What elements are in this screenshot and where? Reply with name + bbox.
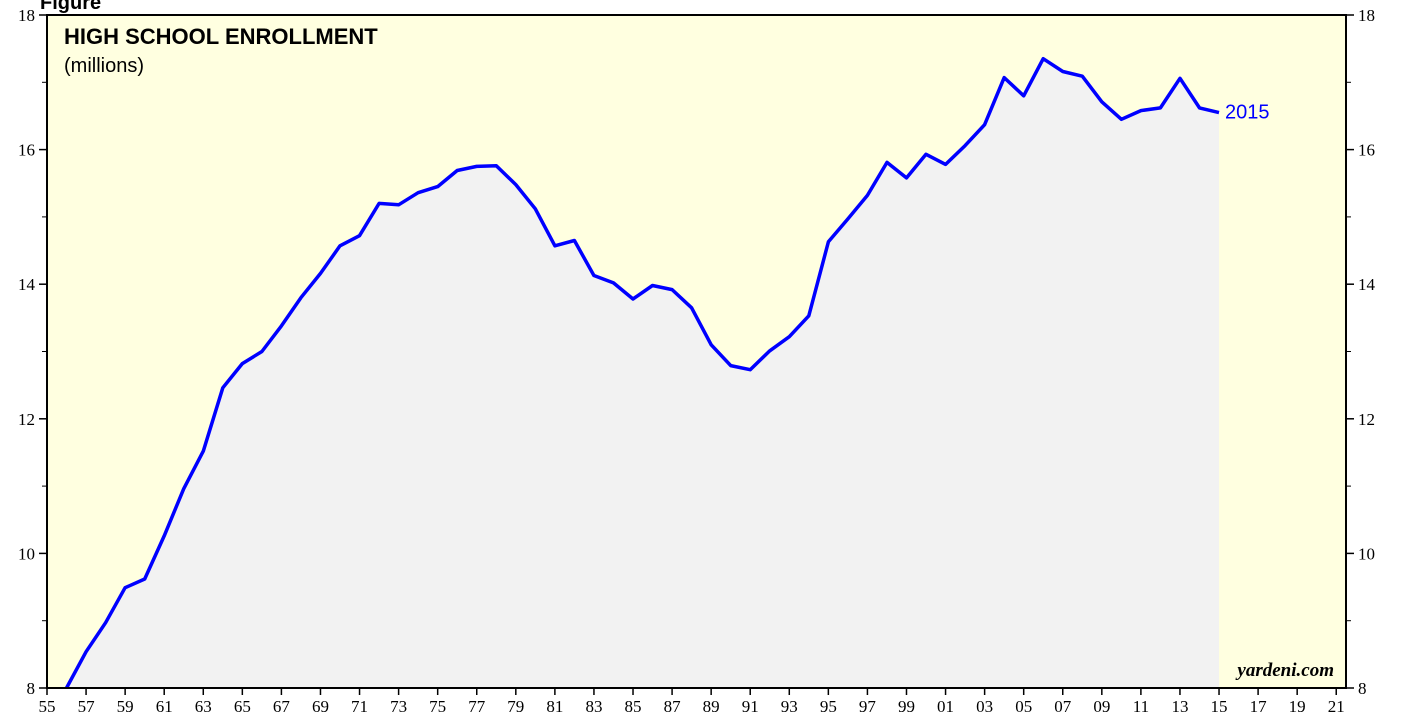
end-annotation: 2015 <box>1225 102 1270 124</box>
x-tick-label: 69 <box>312 697 329 716</box>
y2-tick-label: 10 <box>1358 544 1375 563</box>
x-tick-label: 09 <box>1093 697 1110 716</box>
x-tick-label: 67 <box>273 697 291 716</box>
x-tick-label: 89 <box>703 697 720 716</box>
x-tick-label: 01 <box>937 697 954 716</box>
x-tick-label: 57 <box>78 697 96 716</box>
y2-tick-label: 8 <box>1358 679 1367 698</box>
x-tick-label: 73 <box>390 697 407 716</box>
figure-label: Figure <box>40 0 101 14</box>
x-tick-label: 87 <box>664 697 682 716</box>
x-tick-label: 91 <box>742 697 759 716</box>
y2-tick-label: 12 <box>1358 410 1375 429</box>
x-tick-label: 11 <box>1133 697 1149 716</box>
y-tick-label: 14 <box>18 275 36 294</box>
x-tick-label: 55 <box>39 697 56 716</box>
x-tick-label: 19 <box>1289 697 1306 716</box>
x-tick-label: 83 <box>585 697 602 716</box>
area <box>66 58 1219 688</box>
x-tick-label: 71 <box>351 697 368 716</box>
x-tick-label: 21 <box>1328 697 1345 716</box>
x-tick-label: 65 <box>234 697 251 716</box>
x-tick-label: 59 <box>117 697 134 716</box>
chart-subtitle: (millions) <box>64 55 144 77</box>
y-tick-label: 18 <box>18 6 35 25</box>
x-tick-label: 05 <box>1015 697 1032 716</box>
x-tick-label: 13 <box>1171 697 1188 716</box>
x-tick-label: 97 <box>859 697 877 716</box>
x-tick-label: 85 <box>625 697 642 716</box>
x-tick-label: 93 <box>781 697 798 716</box>
x-tick-label: 15 <box>1211 697 1228 716</box>
y2-tick-label: 16 <box>1358 141 1375 160</box>
x-tick-label: 95 <box>820 697 837 716</box>
y2-tick-label: 14 <box>1358 275 1376 294</box>
y-tick-label: 16 <box>18 141 35 160</box>
chart-title: HIGH SCHOOL ENROLLMENT <box>64 24 378 49</box>
x-tick-label: 17 <box>1250 697 1268 716</box>
x-tick-label: 75 <box>429 697 446 716</box>
y-tick-label: 8 <box>27 679 36 698</box>
x-tick-label: 07 <box>1054 697 1072 716</box>
x-tick-label: 77 <box>468 697 486 716</box>
line <box>64 56 1220 689</box>
y-tick-label: 10 <box>18 544 35 563</box>
x-tick-label: 81 <box>546 697 563 716</box>
y2-tick-label: 18 <box>1358 6 1375 25</box>
y-tick-label: 12 <box>18 410 35 429</box>
x-tick-label: 61 <box>156 697 173 716</box>
x-tick-label: 03 <box>976 697 993 716</box>
x-tick-label: 79 <box>507 697 524 716</box>
x-tick-label: 99 <box>898 697 915 716</box>
source: yardeni.com <box>1235 660 1334 681</box>
x-tick-label: 63 <box>195 697 212 716</box>
